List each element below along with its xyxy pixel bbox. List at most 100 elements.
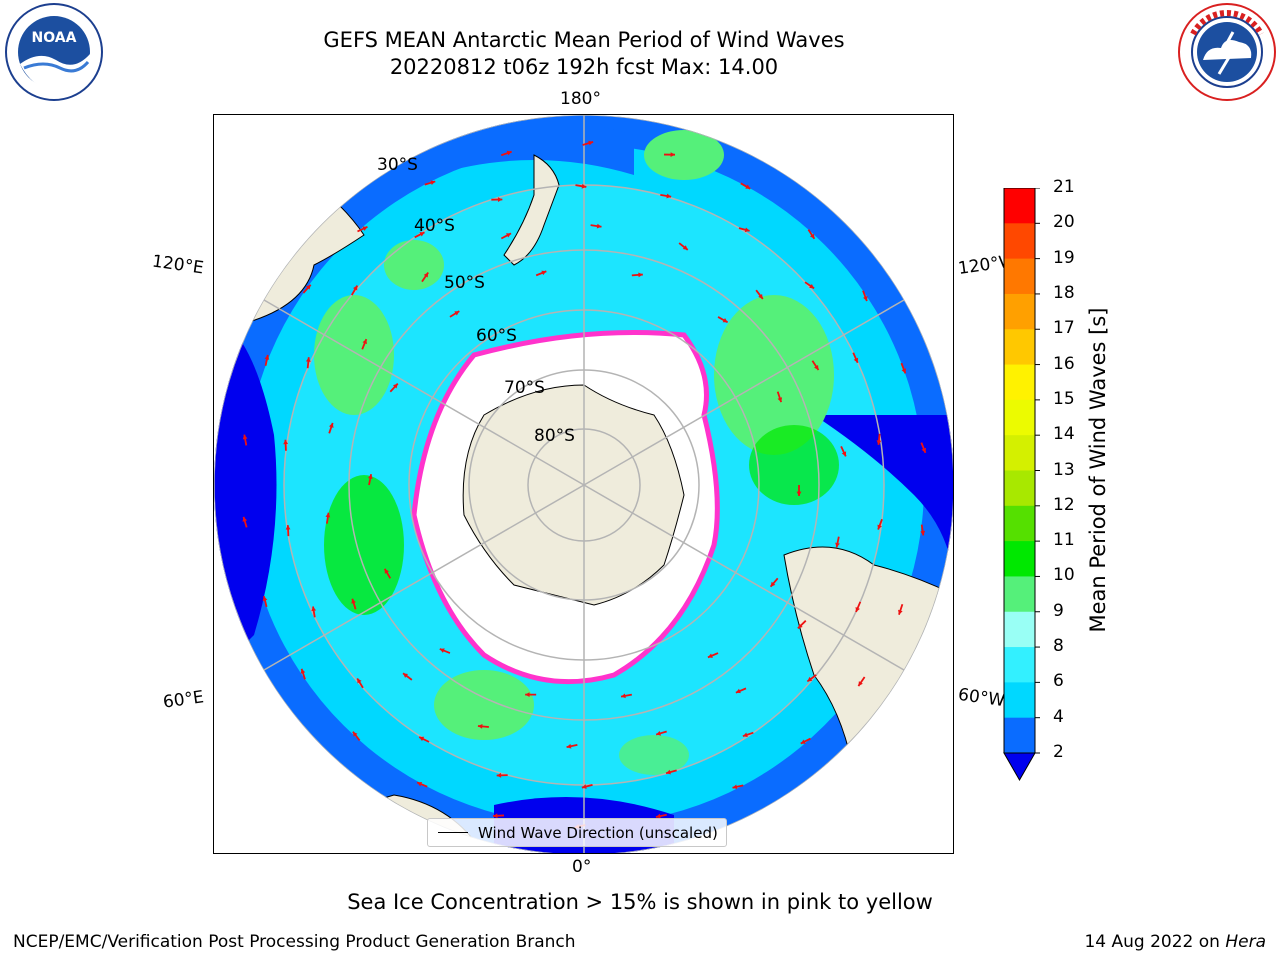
colorbar-segment bbox=[1004, 435, 1035, 471]
colorbar-tick-label: 19 bbox=[1053, 247, 1075, 268]
wind-wave-arrowhead bbox=[770, 581, 776, 587]
noaa-logo: NOAA bbox=[4, 2, 104, 106]
lat-label-60s: 60°S bbox=[476, 326, 517, 346]
wind-wave-arrowhead bbox=[506, 233, 512, 238]
lat-label-70s: 70°S bbox=[504, 378, 545, 398]
footer-host: Hera bbox=[1225, 932, 1266, 952]
wind-wave-arrowhead bbox=[742, 732, 748, 738]
wind-wave-arrowhead bbox=[393, 383, 398, 389]
wind-wave-arrowhead bbox=[758, 293, 763, 299]
wind-wave-arrowhead bbox=[596, 223, 602, 229]
new-zealand-land bbox=[503, 154, 560, 266]
wind-wave-arrowhead bbox=[707, 653, 713, 658]
wind-wave-arrowhead bbox=[477, 724, 483, 729]
wind-wave-arrowhead bbox=[901, 368, 907, 374]
colorbar-segment bbox=[1004, 470, 1035, 507]
colorbar-segment bbox=[1004, 188, 1035, 224]
wind-wave-arrowhead bbox=[796, 491, 802, 496]
lon-label-120e: 120°E bbox=[150, 251, 205, 279]
colorbar-segment bbox=[1004, 717, 1035, 754]
lon-label-60e: 60°E bbox=[161, 687, 206, 713]
wind-wave-arrowhead bbox=[566, 743, 572, 749]
footer-date-text: 14 Aug 2022 on bbox=[1084, 932, 1226, 952]
wind-wave-arrowhead bbox=[305, 357, 311, 362]
wind-wave-arrowhead bbox=[329, 422, 334, 428]
wind-wave-arrowhead bbox=[807, 676, 813, 682]
wind-wave-arrowhead bbox=[325, 512, 331, 518]
wind-wave-arrowhead bbox=[858, 681, 863, 687]
lat-label-80s: 80°S bbox=[534, 426, 575, 446]
wind-wave-arrowhead bbox=[419, 232, 425, 237]
polar-map: 30°S 40°S 50°S 60°S 70°S 80°S bbox=[214, 115, 953, 853]
colorbar-tick-label: 8 bbox=[1053, 636, 1064, 657]
wind-wave-arrowhead bbox=[353, 285, 358, 291]
chart-subtitle: 20220812 t06z 192h fcst Max: 14.00 bbox=[389, 55, 779, 79]
wind-wave-arrowhead bbox=[403, 673, 408, 678]
nws-logo bbox=[1177, 2, 1277, 106]
wind-wave-arrowhead bbox=[283, 439, 289, 445]
short-period-patch-west bbox=[214, 315, 277, 675]
colorbar-tick-label: 21 bbox=[1053, 177, 1075, 197]
lat-label-50s: 50°S bbox=[444, 273, 485, 293]
colorbar-tick-label: 11 bbox=[1053, 530, 1075, 551]
wind-wave-arrowhead bbox=[351, 598, 356, 604]
wind-wave-arrowhead bbox=[841, 451, 847, 457]
wind-wave-arrowhead bbox=[797, 623, 803, 629]
wind-wave-arrowhead bbox=[423, 272, 429, 278]
wind-wave-arrowhead bbox=[638, 272, 643, 278]
wind-wave-arrowhead bbox=[921, 447, 927, 453]
lon-label-0: 0° bbox=[572, 857, 592, 877]
wind-wave-arrowhead bbox=[362, 339, 367, 345]
wind-wave-arrowhead bbox=[666, 193, 672, 199]
wind-wave-arrowhead bbox=[242, 434, 248, 440]
wind-wave-arrowhead bbox=[367, 474, 373, 479]
wind-wave-arrowhead bbox=[876, 440, 882, 445]
wind-wave-arrowhead bbox=[439, 648, 445, 653]
wind-wave-arrowhead bbox=[242, 516, 248, 522]
wind-wave-arrowhead bbox=[855, 606, 860, 612]
wind-wave-arrowhead bbox=[777, 397, 783, 403]
wind-wave-arrowhead bbox=[814, 364, 819, 370]
wind-wave-arrowhead bbox=[744, 227, 750, 233]
map-panel: 30°S 40°S 50°S 60°S 70°S 80°S bbox=[213, 114, 954, 854]
wind-wave-arrowhead bbox=[496, 772, 502, 778]
wind-wave-arrowhead bbox=[497, 197, 503, 202]
wind-wave-arrowhead bbox=[311, 606, 317, 612]
colorbar-tick-label: 16 bbox=[1053, 353, 1075, 374]
wind-wave-arrowhead bbox=[454, 311, 460, 316]
colorbar-tick-label: 9 bbox=[1053, 600, 1064, 621]
wind-wave-arrowhead bbox=[493, 813, 498, 819]
colorbar-segment bbox=[1004, 576, 1035, 613]
footer-branch: NCEP/EMC/Verification Post Processing Pr… bbox=[13, 932, 576, 952]
wind-wave-arrowhead bbox=[670, 152, 675, 158]
wind-wave-arrowhead bbox=[300, 668, 306, 674]
colorbar-segment bbox=[1004, 399, 1035, 436]
wind-wave-arrowhead bbox=[357, 678, 362, 684]
colorbar-tick-label: 4 bbox=[1053, 706, 1064, 727]
wind-wave-arrowhead bbox=[853, 357, 859, 363]
wind-wave-arrowhead bbox=[732, 784, 738, 790]
map-legend: Wind Wave Direction (unscaled) bbox=[427, 818, 727, 847]
wind-wave-arrowhead bbox=[588, 140, 594, 146]
wind-wave-arrowhead bbox=[835, 542, 840, 548]
lon-label-60w: 60°W bbox=[956, 684, 1007, 712]
wind-wave-arrowhead bbox=[581, 183, 587, 189]
wind-wave-arrowhead bbox=[506, 150, 512, 156]
graticule bbox=[214, 115, 953, 853]
chart-title: GEFS MEAN Antarctic Mean Period of Wind … bbox=[323, 28, 845, 52]
wind-wave-arrowhead bbox=[809, 233, 815, 239]
wind-wave-arrowhead bbox=[920, 530, 926, 536]
wind-wave-arrowhead bbox=[800, 739, 806, 744]
colorbar-segment bbox=[1004, 505, 1035, 542]
colorbar-tick-label: 20 bbox=[1053, 212, 1075, 233]
colorbar-tick-label: 6 bbox=[1053, 671, 1064, 692]
colorbar-label: Mean Period of Wind Waves [s] bbox=[1086, 307, 1110, 633]
wind-wave-arrowhead bbox=[285, 525, 291, 530]
colorbar-segment bbox=[1004, 682, 1035, 719]
colorbar-segment bbox=[1004, 223, 1035, 260]
wind-wave-arrowhead bbox=[362, 226, 368, 231]
colorbar-segment bbox=[1004, 647, 1035, 683]
colorbar-tick-label: 2 bbox=[1053, 742, 1064, 762]
wind-wave-arrowhead bbox=[745, 184, 751, 189]
wind-wave-arrowhead bbox=[722, 318, 728, 323]
